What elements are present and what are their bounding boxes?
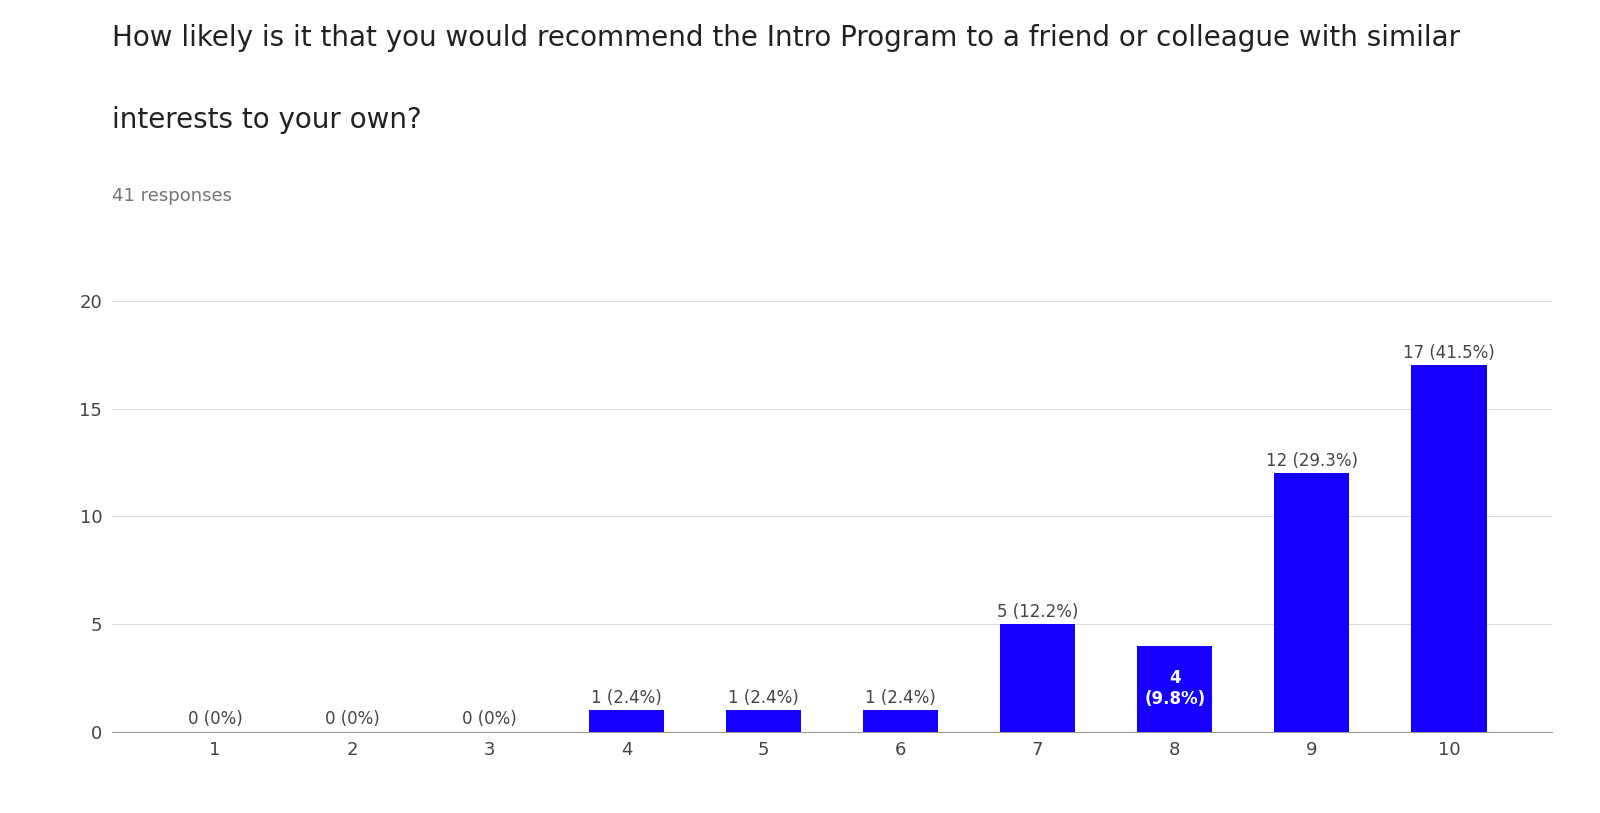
Text: 4
(9.8%): 4 (9.8%): [1144, 669, 1205, 708]
Bar: [726, 711, 802, 732]
Text: 17 (41.5%): 17 (41.5%): [1403, 344, 1494, 363]
Text: 1 (2.4%): 1 (2.4%): [590, 689, 662, 707]
Bar: [862, 711, 938, 732]
Text: 5 (12.2%): 5 (12.2%): [997, 602, 1078, 621]
Bar: [1274, 473, 1349, 732]
Text: 41 responses: 41 responses: [112, 187, 232, 205]
Bar: [1411, 366, 1486, 732]
Bar: [1000, 624, 1075, 732]
Text: 1 (2.4%): 1 (2.4%): [866, 689, 936, 707]
Text: 12 (29.3%): 12 (29.3%): [1266, 452, 1358, 470]
Bar: [589, 711, 664, 732]
Bar: [1138, 646, 1213, 732]
Text: 0 (0%): 0 (0%): [462, 711, 517, 728]
Text: How likely is it that you would recommend the Intro Program to a friend or colle: How likely is it that you would recommen…: [112, 24, 1461, 52]
Text: 1 (2.4%): 1 (2.4%): [728, 689, 798, 707]
Text: interests to your own?: interests to your own?: [112, 106, 422, 133]
Text: 0 (0%): 0 (0%): [187, 711, 243, 728]
Text: 0 (0%): 0 (0%): [325, 711, 379, 728]
